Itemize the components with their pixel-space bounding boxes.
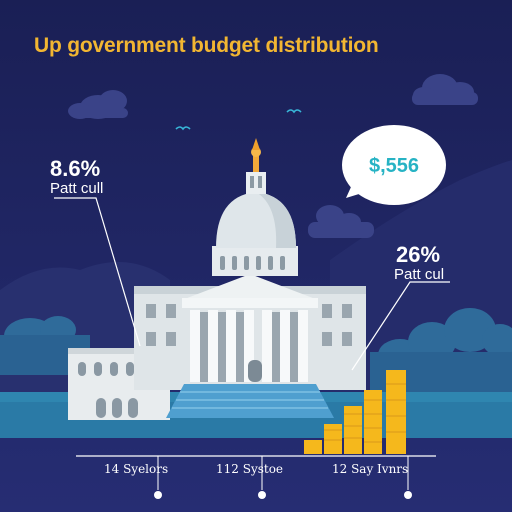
left-callout-label: Patt cull bbox=[50, 180, 104, 197]
right-callout-label: Patt cul bbox=[394, 266, 445, 283]
bird-icon bbox=[286, 109, 302, 114]
leader-line-right bbox=[351, 281, 450, 371]
bird-icon bbox=[175, 126, 191, 131]
page-title: Up government budget distribution bbox=[34, 34, 379, 57]
capitol-steps bbox=[166, 384, 334, 418]
axis-label-2: 112 Systoe bbox=[216, 462, 284, 476]
axis-label-3: 12 Say Ivnrs bbox=[332, 462, 409, 476]
speech-bubble-icon bbox=[342, 125, 446, 205]
axis-label-1: 14 Syelors bbox=[104, 462, 169, 476]
axis-dot-1 bbox=[154, 491, 162, 499]
cloud-icon bbox=[308, 205, 374, 238]
cloud-icon bbox=[68, 90, 128, 119]
axis-dot-3 bbox=[404, 491, 412, 499]
axis-dot-2 bbox=[258, 491, 266, 499]
cloud-icon bbox=[412, 74, 478, 105]
left-callout-percent: 8.6% bbox=[50, 156, 101, 181]
leader-line-left bbox=[54, 197, 141, 347]
capitol-building-icon bbox=[134, 138, 366, 390]
coin-stack-icon bbox=[304, 370, 406, 454]
bubble-amount: $,556 bbox=[368, 155, 420, 177]
right-callout-percent: 26% bbox=[396, 242, 441, 267]
